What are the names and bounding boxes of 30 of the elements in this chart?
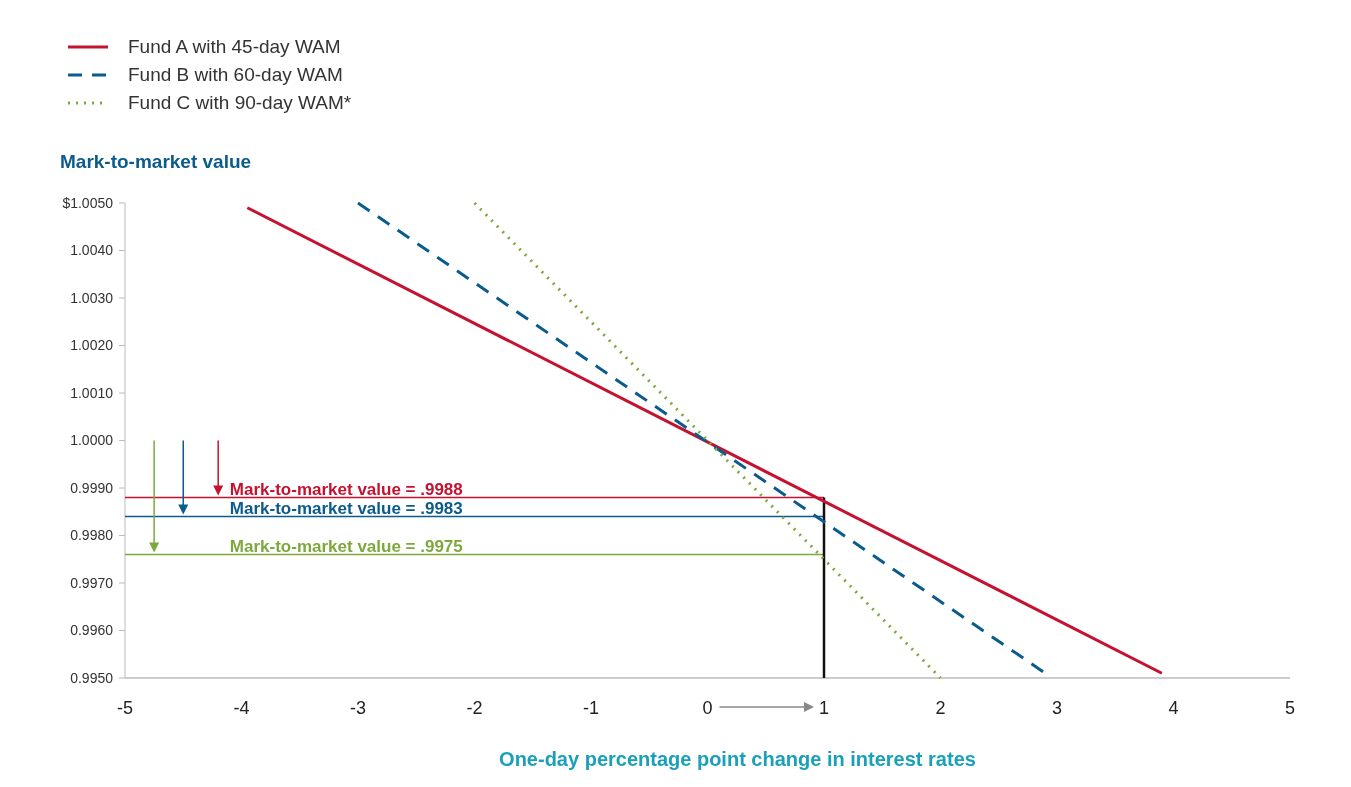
x-tick-label: -1 (582, 698, 600, 718)
y-tick-label: 1.0020 (70, 337, 114, 354)
x-tick-label: -4 (233, 698, 250, 718)
y-tick-label: 1.0030 (70, 289, 114, 306)
x-tick-label: 0 (702, 698, 713, 718)
x-tick-label: 3 (1051, 698, 1063, 718)
y-tick-label: 0.9990 (70, 479, 114, 496)
y-tick-label: 1.0010 (70, 384, 114, 401)
x-tick-label: -2 (466, 698, 483, 718)
y-tick-label: $1.0050 (62, 194, 114, 211)
y-tick-label: 0.9980 (70, 527, 114, 544)
y-tick-label: 0.9970 (70, 574, 114, 591)
x-tick-label: 2 (935, 698, 946, 718)
legend-label: Fund B with 60-day WAM (128, 64, 343, 85)
y-tick-label: 0.9960 (70, 622, 114, 639)
x-tick-label: 4 (1168, 698, 1179, 718)
x-tick-label: -3 (349, 698, 367, 718)
x-tick-label: 1 (818, 698, 830, 718)
y-axis-title: Mark-to-market value (60, 151, 252, 172)
x-tick-label: -5 (116, 698, 134, 718)
y-tick-label: 1.0040 (70, 242, 114, 259)
legend-label: Fund A with 45-day WAM (128, 36, 341, 57)
ref-line-label: Mark-to-market value = .9983 (229, 498, 463, 518)
y-tick-label: 1.0000 (70, 432, 114, 449)
x-axis-title: One-day percentage point change in interest rates (499, 748, 976, 770)
x-tick-label: 5 (1284, 698, 1296, 718)
legend-label: Fund C with 90-day WAM* (128, 92, 352, 113)
ref-line-label: Mark-to-market value = .9988 (229, 479, 463, 499)
ref-line-label: Mark-to-market value = .9975 (229, 536, 463, 556)
y-tick-label: 0.9950 (70, 669, 114, 686)
